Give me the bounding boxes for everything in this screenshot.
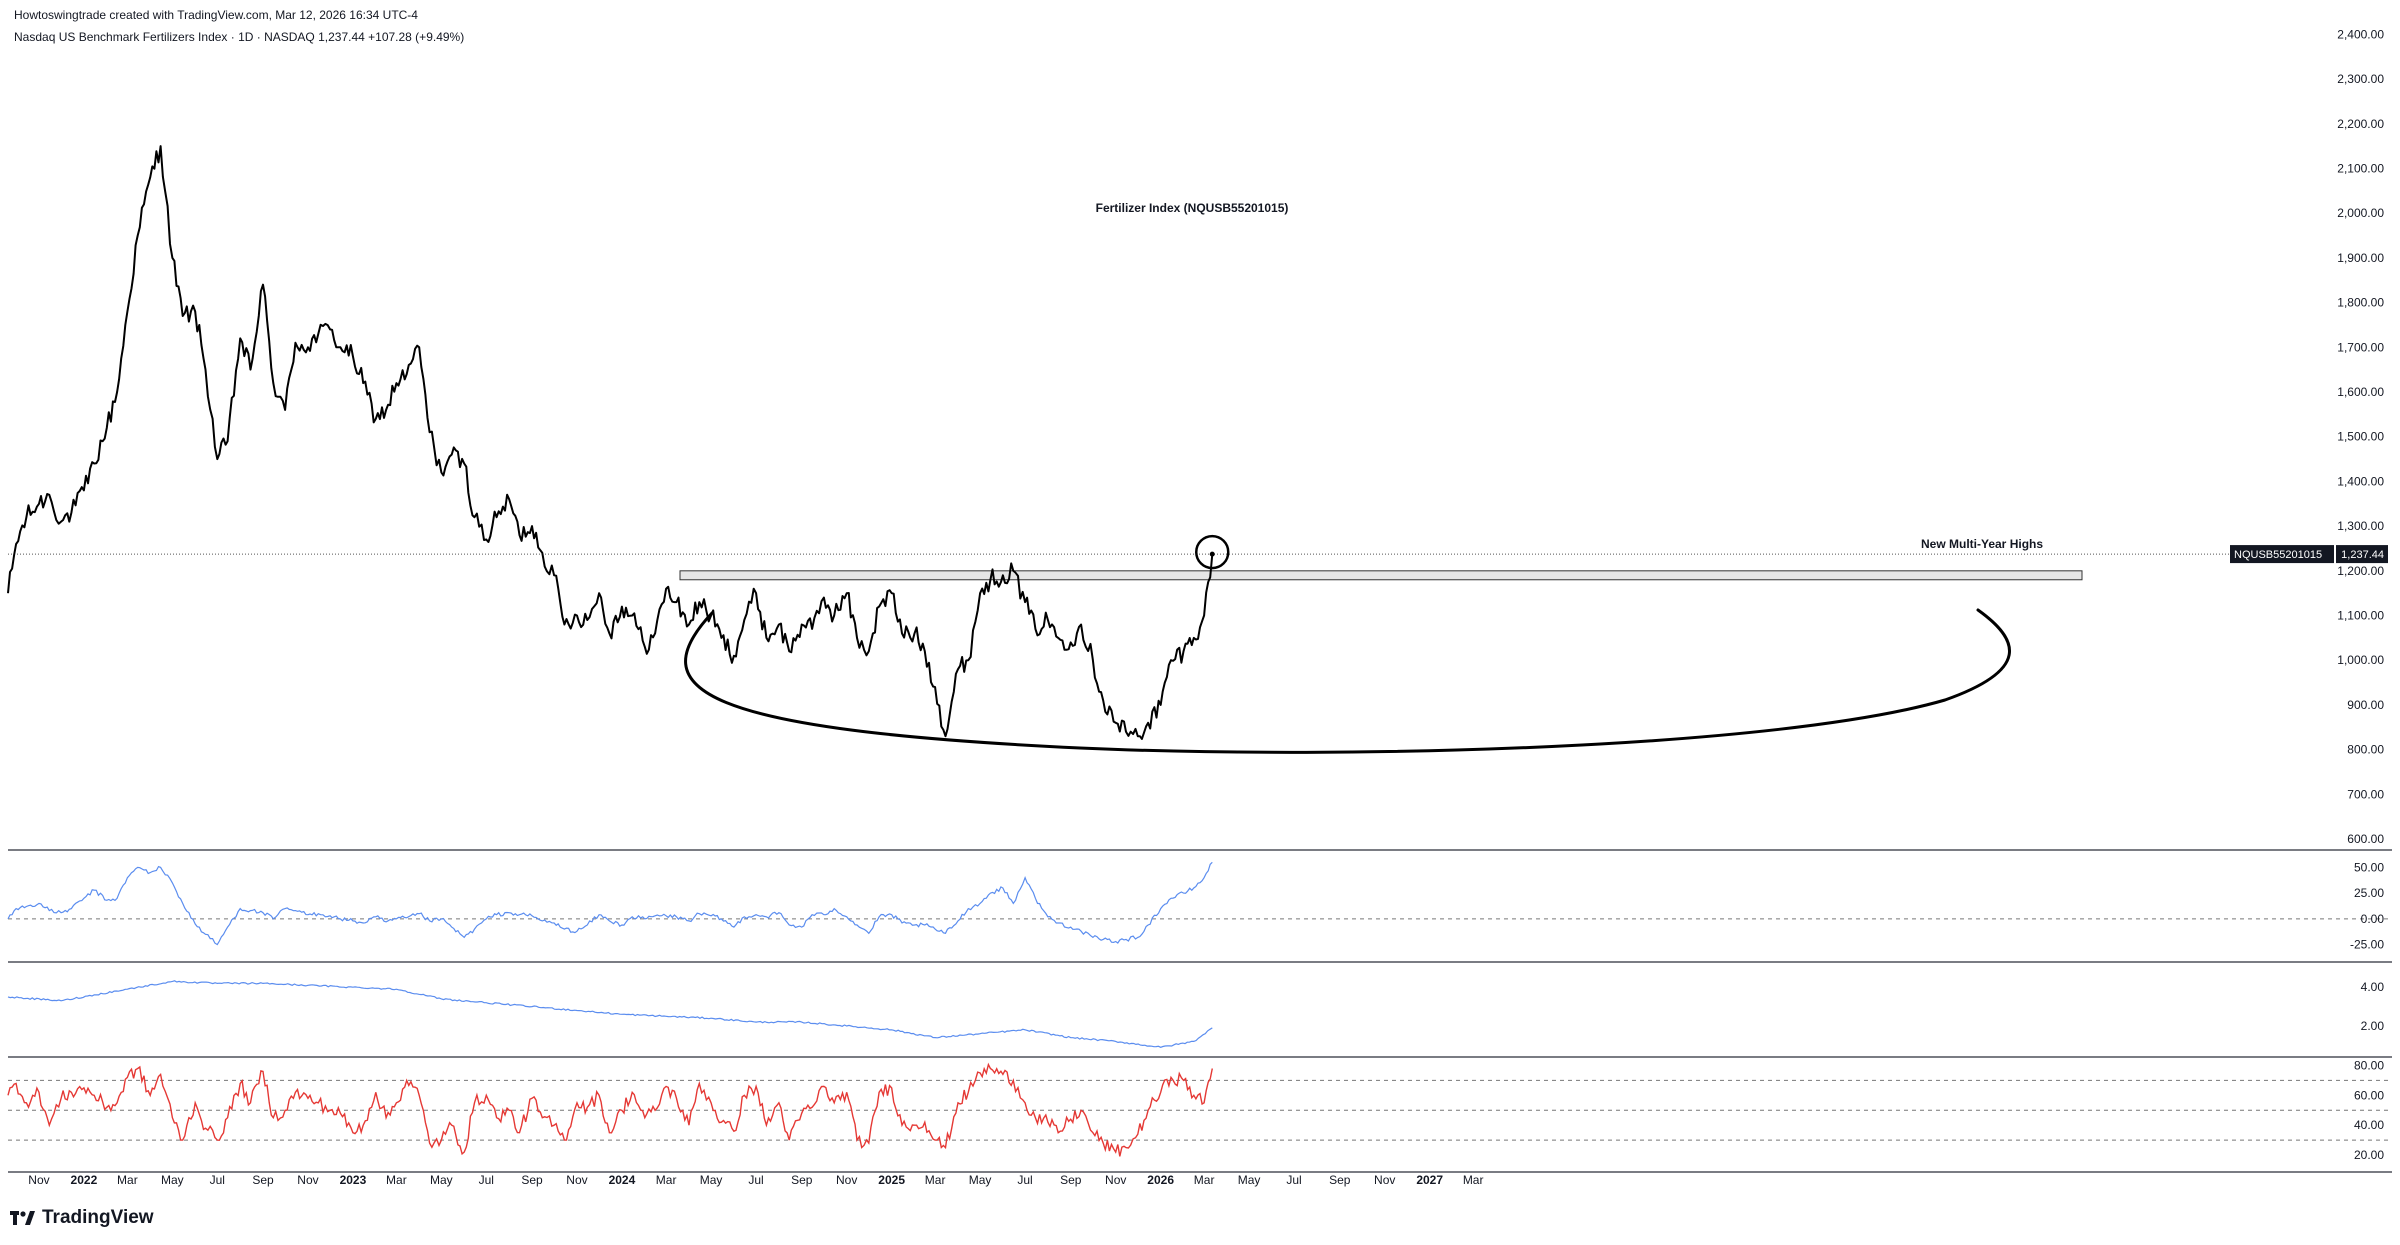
last-price-dot [1209,551,1215,557]
x-tick-label: Jul [479,1173,494,1187]
macd-y-tick-label: 50.00 [2354,860,2384,874]
x-tick-label: May [1238,1173,1261,1187]
price-y-tick-label: 1,400.00 [2337,474,2384,488]
price-y-tick-label: 1,700.00 [2337,340,2384,354]
annotation-new-highs: New Multi-Year Highs [1921,537,2043,551]
price-label-symbol: NQUSB55201015 [2234,549,2322,561]
macd-series-line [7,861,1213,946]
x-tick-label: May [700,1173,723,1187]
price-y-tick-label: 1,100.00 [2337,609,2384,623]
breakout-circle [1195,534,1230,570]
x-tick-label: Nov [297,1173,318,1187]
x-tick-label: Sep [791,1173,813,1187]
rsi-y-tick-label: 20.00 [2354,1148,2384,1162]
x-tick-label: 2022 [71,1173,98,1187]
atr-series-line [7,980,1213,1048]
price-y-tick-label: 900.00 [2347,698,2384,712]
price-series-line [7,145,1214,740]
price-y-tick-label: 600.00 [2347,832,2384,846]
x-tick-label: Sep [252,1173,274,1187]
x-tick-label: Mar [117,1173,138,1187]
price-y-tick-label: 700.00 [2347,787,2384,801]
macd-y-tick-label: 25.00 [2354,886,2384,900]
x-tick-label: Sep [521,1173,543,1187]
price-label-value: 1,237.44 [2341,549,2384,561]
macd-y-tick-label: -25.00 [2350,938,2384,952]
x-tick-label: Sep [1060,1173,1082,1187]
x-tick-label: Nov [1374,1173,1395,1187]
x-tick-label: May [430,1173,453,1187]
price-y-tick-label: 1,300.00 [2337,519,2384,533]
x-tick-label: Mar [1463,1173,1484,1187]
chart-title: Fertilizer Index (NQUSB55201015) [1096,201,1289,215]
price-y-tick-label: 1,900.00 [2337,251,2384,265]
x-tick-label: May [969,1173,992,1187]
price-value-box [2336,545,2388,564]
tradingview-brand[interactable]: TradingView [10,1207,154,1229]
atr-y-tick-label: 4.00 [2361,980,2385,994]
chart-credit: Howtoswingtrade created with TradingView… [14,8,418,22]
price-y-tick-label: 1,600.00 [2337,385,2384,399]
price-y-tick-label: 1,200.00 [2337,564,2384,578]
cup-arc-drawing [684,608,2011,754]
atr-y-tick-label: 2.00 [2361,1019,2385,1033]
x-tick-label: Jul [210,1173,225,1187]
brand-name: TradingView [42,1207,154,1228]
price-y-tick-label: 2,400.00 [2337,27,2384,41]
x-tick-label: Mar [925,1173,946,1187]
rsi-y-tick-label: 40.00 [2354,1118,2384,1132]
price-label-box [2230,545,2334,564]
price-y-tick-label: 2,100.00 [2337,161,2384,175]
x-tick-label: 2027 [1416,1173,1443,1187]
price-y-tick-label: 2,000.00 [2337,206,2384,220]
price-y-tick-label: 2,300.00 [2337,72,2384,86]
price-y-tick-label: 800.00 [2347,743,2384,757]
x-tick-label: Jul [748,1173,763,1187]
x-tick-label: Sep [1329,1173,1351,1187]
x-tick-label: Nov [836,1173,857,1187]
resistance-zone [679,570,2083,581]
x-tick-label: 2024 [609,1173,636,1187]
x-tick-label: 2026 [1147,1173,1174,1187]
x-tick-label: 2025 [878,1173,905,1187]
x-tick-label: Nov [566,1173,587,1187]
x-tick-label: Jul [1286,1173,1301,1187]
x-tick-label: Mar [656,1173,677,1187]
price-y-tick-label: 1,800.00 [2337,296,2384,310]
x-tick-label: Nov [1105,1173,1126,1187]
x-tick-label: Nov [28,1173,49,1187]
symbol-info-line: Nasdaq US Benchmark Fertilizers Index · … [14,30,465,44]
macd-y-tick-label: 0.00 [2361,912,2385,926]
price-y-tick-label: 2,200.00 [2337,117,2384,131]
rsi-y-tick-label: 80.00 [2354,1058,2384,1072]
rsi-series-line [7,1062,1213,1157]
x-tick-label: 2023 [340,1173,367,1187]
rsi-y-tick-label: 60.00 [2354,1088,2384,1102]
price-y-tick-label: 1,500.00 [2337,430,2384,444]
x-tick-label: Mar [386,1173,407,1187]
x-tick-label: May [161,1173,184,1187]
x-tick-label: Mar [1194,1173,1215,1187]
price-y-tick-label: 1,000.00 [2337,653,2384,667]
x-tick-label: Jul [1017,1173,1032,1187]
tradingview-logo-icon [10,1211,35,1225]
